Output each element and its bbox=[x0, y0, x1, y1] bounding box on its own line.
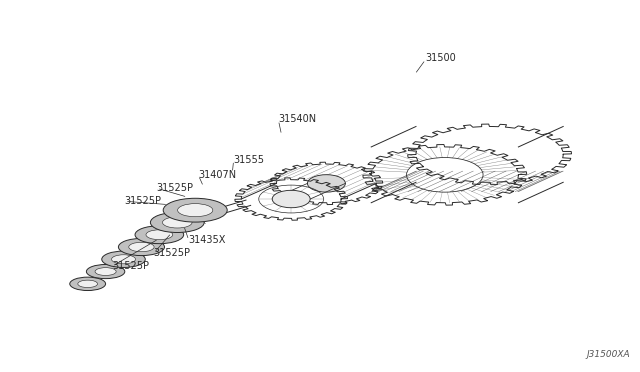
Text: J31500XA: J31500XA bbox=[587, 350, 630, 359]
Text: 31540N: 31540N bbox=[278, 114, 317, 124]
Ellipse shape bbox=[146, 230, 173, 240]
Ellipse shape bbox=[272, 190, 310, 208]
Text: 31407N: 31407N bbox=[198, 170, 237, 180]
Ellipse shape bbox=[163, 198, 227, 222]
Ellipse shape bbox=[307, 175, 346, 192]
Ellipse shape bbox=[70, 277, 106, 291]
Text: 31435X: 31435X bbox=[189, 235, 226, 245]
Ellipse shape bbox=[86, 264, 125, 279]
Text: 31525P: 31525P bbox=[154, 248, 191, 258]
Ellipse shape bbox=[95, 268, 116, 275]
Ellipse shape bbox=[135, 226, 184, 244]
Text: 31555: 31555 bbox=[234, 155, 264, 165]
Text: 31525P: 31525P bbox=[157, 183, 194, 193]
Text: 31525P: 31525P bbox=[112, 261, 149, 271]
Ellipse shape bbox=[111, 255, 136, 264]
Text: 31500: 31500 bbox=[426, 53, 456, 62]
Ellipse shape bbox=[178, 203, 212, 217]
Ellipse shape bbox=[102, 251, 145, 267]
Ellipse shape bbox=[129, 242, 154, 252]
Ellipse shape bbox=[78, 280, 97, 288]
Ellipse shape bbox=[163, 217, 192, 228]
Text: 31525P: 31525P bbox=[125, 196, 162, 206]
Ellipse shape bbox=[118, 238, 164, 256]
Ellipse shape bbox=[150, 212, 204, 232]
